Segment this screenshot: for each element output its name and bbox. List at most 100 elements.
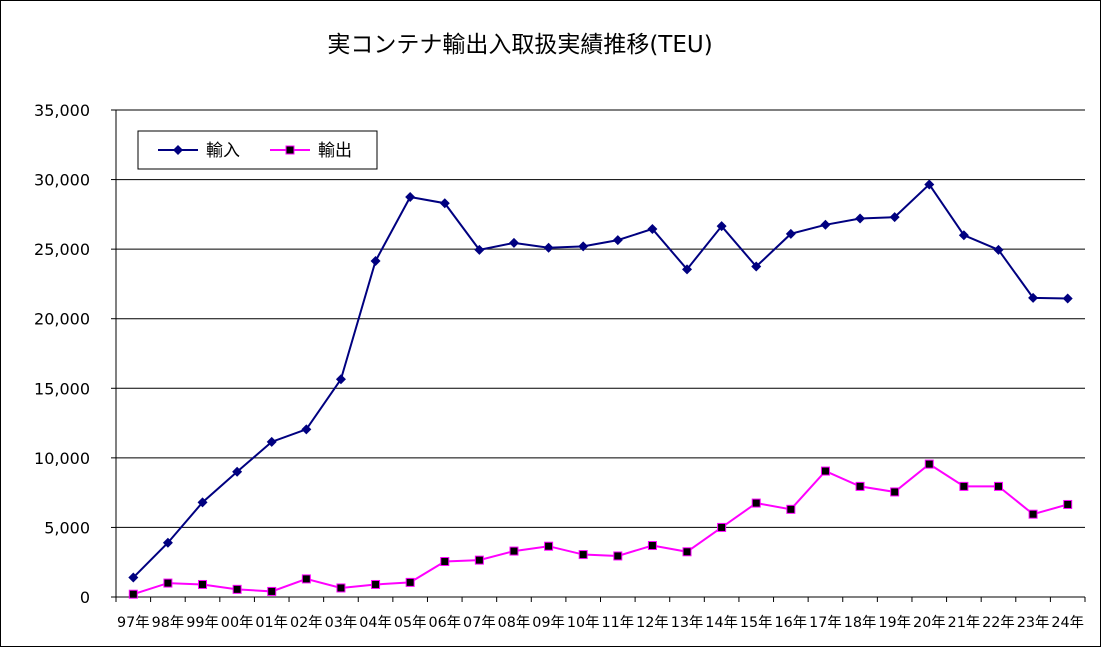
x-tick-label: 22年 (982, 615, 1015, 631)
data-point (890, 487, 900, 497)
data-point (1063, 499, 1073, 509)
data-point (474, 555, 484, 565)
y-tick-label: 30,000 (34, 171, 90, 190)
x-tick-label: 12年 (636, 615, 669, 631)
data-point (924, 459, 934, 469)
data-point (751, 261, 762, 272)
data-point (163, 578, 173, 588)
x-tick-label: 03年 (325, 615, 358, 631)
data-point (197, 497, 208, 508)
x-tick-label: 99年 (186, 615, 219, 631)
x-tick-label: 11年 (602, 615, 635, 631)
x-tick-label: 20年 (913, 615, 946, 631)
x-tick-label: 13年 (671, 615, 704, 631)
legend: 輸入 輸出 (137, 130, 378, 170)
x-tick-label: 14年 (705, 615, 738, 631)
data-point (993, 244, 1004, 255)
data-point (820, 219, 831, 230)
data-point (716, 221, 727, 232)
series-line (132, 462, 1068, 596)
series-export (128, 459, 1073, 599)
x-tick-label: 08年 (498, 615, 531, 631)
x-tick-label: 09年 (532, 615, 565, 631)
data-point (439, 198, 450, 209)
data-point (301, 424, 312, 435)
y-tick-label: 20,000 (34, 310, 90, 329)
data-point (474, 244, 485, 255)
data-point (405, 577, 415, 587)
data-point (267, 586, 277, 596)
data-point (820, 466, 830, 476)
data-point (993, 481, 1003, 491)
x-tick-label: 97年 (117, 615, 150, 631)
data-point (785, 228, 796, 239)
data-point (371, 579, 381, 589)
data-point (717, 522, 727, 532)
chart-title: 実コンテナ輸出入取扱実績推移(TEU) (327, 32, 712, 58)
data-point (128, 572, 139, 583)
data-point (336, 583, 346, 593)
data-point (232, 466, 243, 477)
data-point (855, 481, 865, 491)
x-tick-labels: 97年 98年 99年 00年 01年 02年 03年 04年 05年 06年 07年 08年 09年 1… (115, 597, 1086, 631)
x-tick-label: 01年 (255, 615, 288, 631)
x-tick-label: 24年 (1051, 615, 1084, 631)
data-point (682, 547, 692, 557)
data-point (647, 541, 657, 551)
legend-marker-import (173, 145, 183, 155)
x-tick-label: 15年 (740, 615, 773, 631)
y-tick-label: 15,000 (34, 379, 90, 398)
x-tick-label: 19年 (878, 615, 911, 631)
data-point (198, 579, 208, 589)
data-point (578, 550, 588, 560)
data-point (301, 574, 311, 584)
y-tick-label: 25,000 (34, 240, 90, 259)
data-point (889, 212, 900, 223)
x-tick-label: 00年 (221, 615, 254, 631)
y-tick-label: 5,000 (44, 518, 90, 537)
data-point (162, 537, 173, 548)
x-tick-label: 23年 (1017, 615, 1050, 631)
x-tick-label: 16年 (775, 615, 808, 631)
legend-label-export: 輸出 (318, 141, 352, 161)
data-point (1028, 292, 1039, 303)
data-point (266, 436, 277, 447)
y-tick-labels: 35,000 30,000 25,000 20,000 15,000 10,000 5,00… (34, 101, 116, 607)
data-point (543, 242, 554, 253)
data-point (924, 179, 935, 190)
data-point (682, 264, 693, 275)
data-point (405, 191, 416, 202)
data-point (440, 557, 450, 567)
series-import (128, 179, 1073, 583)
data-point (335, 374, 346, 385)
data-point (128, 589, 138, 599)
data-point (612, 235, 623, 246)
x-tick-label: 05年 (394, 615, 427, 631)
x-tick-label: 21年 (948, 615, 981, 631)
data-point (544, 541, 554, 551)
gridlines (116, 109, 1085, 528)
data-point (958, 230, 969, 241)
data-point (578, 241, 589, 252)
x-tick-label: 02年 (290, 615, 323, 631)
data-point (647, 223, 658, 234)
series-line (132, 182, 1068, 579)
data-point (1062, 293, 1073, 304)
data-point (370, 255, 381, 266)
x-tick-label: 06年 (428, 615, 461, 631)
x-tick-label: 10年 (567, 615, 600, 631)
x-tick-label: 04年 (359, 615, 392, 631)
y-tick-label: 35,000 (34, 101, 90, 120)
y-tick-label: 10,000 (34, 449, 90, 468)
data-point (855, 213, 866, 224)
series (128, 179, 1073, 599)
data-point (509, 546, 519, 556)
data-point (232, 584, 242, 594)
data-point (613, 551, 623, 561)
y-tick-label: 0 (80, 588, 90, 607)
data-point (1028, 509, 1038, 519)
legend-marker-export (285, 145, 295, 155)
